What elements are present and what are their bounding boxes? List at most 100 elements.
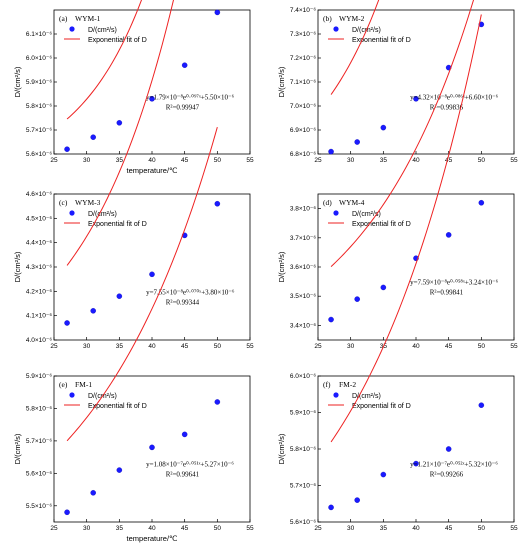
x-tick-label: 50 — [214, 525, 222, 532]
y-tick-label: 4.3×10⁻⁶ — [26, 264, 52, 271]
y-tick-label: 5.8×10⁻⁶ — [26, 103, 52, 110]
legend-label-fit: Exponential fit of D — [352, 403, 411, 410]
legend-marker-points — [69, 210, 75, 216]
plot-frame — [53, 193, 251, 341]
x-tick-label: 25 — [50, 157, 58, 164]
y-tick-label: 6.8×10⁻⁶ — [290, 151, 316, 158]
x-tick-label: 45 — [445, 525, 453, 532]
panel-tag: (f) — [323, 380, 331, 389]
legend-label-fit: Exponential fit of D — [88, 37, 147, 44]
data-point — [328, 316, 334, 323]
x-tick-label: 40 — [148, 525, 156, 532]
data-point — [149, 444, 155, 451]
data-point — [478, 402, 485, 408]
y-tick-label: 5.9×10⁻⁶ — [26, 373, 52, 380]
legend-label-points: D/(cm²/s) — [352, 211, 381, 218]
fit-r-squared: R²=0.99266 — [430, 471, 464, 479]
data-point — [181, 62, 188, 68]
data-point — [328, 148, 334, 155]
y-tick-label: 5.7×10⁻⁶ — [26, 127, 52, 134]
fit-curve — [66, 0, 143, 120]
x-tick-label: 45 — [181, 525, 189, 532]
data-point — [64, 320, 70, 326]
x-tick-label: 55 — [510, 157, 518, 164]
data-point — [149, 96, 155, 102]
y-tick-label: 7.3×10⁻⁶ — [290, 31, 316, 38]
y-tick-label: 5.9×10⁻⁶ — [290, 410, 316, 417]
y-tick-label: 5.6×10⁻⁶ — [26, 470, 52, 477]
panel-title: FM-1 — [75, 380, 92, 389]
y-tick-label: 4.4×10⁻⁶ — [26, 240, 52, 247]
x-tick-label: 40 — [148, 343, 156, 350]
x-axis-title: temperature/℃ — [127, 166, 179, 175]
panel-tag: (a) — [59, 14, 68, 23]
legend-label-points: D/(cm²/s) — [88, 211, 117, 218]
legend-label-fit: Exponential fit of D — [88, 221, 147, 228]
y-tick-label: 6.9×10⁻⁶ — [290, 127, 316, 134]
chart-panel-4: 25 30 35 40 45 50 55 3.4×10⁻⁶ 3.5×10⁻⁶ 3.6×10⁻⁶ 3.… — [277, 0, 518, 350]
x-tick-label: 30 — [83, 157, 91, 164]
legend-label-fit: Exponential fit of D — [352, 37, 411, 44]
x-tick-label: 30 — [347, 343, 355, 350]
legend-marker-points — [69, 26, 75, 32]
data-point — [64, 146, 70, 152]
fit-r-squared: R²=0.99836 — [430, 103, 464, 111]
y-tick-label: 4.2×10⁻⁶ — [26, 288, 52, 295]
x-axis-title: temperature/℃ — [127, 534, 179, 543]
y-tick-label: 7.1×10⁻⁶ — [290, 79, 316, 86]
y-axis-title: D/(cm²/s) — [13, 251, 22, 282]
x-tick-label: 55 — [246, 343, 254, 350]
x-tick-label: 25 — [314, 525, 322, 532]
legend-marker-points — [333, 26, 339, 32]
data-point — [328, 504, 334, 511]
legend-marker-points — [69, 392, 75, 398]
chart-panel-6: 25 30 35 40 45 50 55 5.6×10⁻⁶ 5.7×10⁻⁶ 5.8×10⁻⁶ 5.… — [277, 14, 518, 532]
fit-equation: y=4.32×10⁻⁸e⁰·⁰⁸⁶ˣ+6.60×10⁻⁶ — [410, 93, 499, 101]
y-tick-label: 4.6×10⁻⁶ — [26, 191, 52, 198]
data-point — [181, 431, 188, 438]
data-point — [90, 134, 96, 140]
data-point — [64, 509, 70, 516]
y-axis-title: D/(cm²/s) — [13, 433, 22, 464]
x-tick-label: 35 — [116, 343, 124, 350]
x-tick-label: 50 — [478, 343, 486, 350]
data-point — [90, 490, 96, 496]
x-tick-label: 30 — [83, 343, 91, 350]
panel-title: WYM-4 — [339, 198, 365, 207]
y-tick-label: 3.8×10⁻⁶ — [290, 206, 316, 213]
y-tick-label: 7.0×10⁻⁶ — [290, 103, 316, 110]
x-tick-label: 50 — [214, 343, 222, 350]
x-tick-label: 50 — [478, 525, 486, 532]
legend-label-points: D/(cm²/s) — [88, 27, 117, 34]
x-tick-label: 40 — [412, 343, 420, 350]
chart-panel-3: 25 30 35 40 45 50 55 4.0×10⁻⁶ 4.1×10⁻⁶ 4.2×10⁻⁶ 4.… — [13, 0, 254, 350]
x-tick-label: 55 — [510, 343, 518, 350]
x-tick-label: 35 — [116, 525, 124, 532]
legend-label-fit: Exponential fit of D — [88, 403, 147, 410]
data-point — [354, 497, 360, 503]
y-tick-label: 6.0×10⁻⁶ — [290, 373, 316, 380]
data-point — [413, 460, 419, 467]
fit-r-squared: R²=0.99841 — [430, 289, 464, 297]
y-tick-label: 7.2×10⁻⁶ — [290, 55, 316, 62]
x-tick-label: 55 — [246, 157, 254, 164]
y-tick-label: 4.1×10⁻⁶ — [26, 313, 52, 320]
y-tick-label: 4.0×10⁻⁶ — [26, 337, 52, 344]
data-point — [380, 124, 387, 131]
x-tick-label: 30 — [83, 525, 91, 532]
x-tick-label: 25 — [50, 525, 58, 532]
x-tick-label: 45 — [181, 343, 189, 350]
x-tick-label: 35 — [116, 157, 124, 164]
panel-title: WYM-3 — [75, 198, 101, 207]
data-point — [116, 293, 123, 299]
chart-panel-1: 25 30 35 40 45 50 55 5.6×10⁻⁶ 5.7×10⁻⁶ 5.8×10⁻⁶ 5.… — [13, 0, 254, 175]
x-tick-label: 45 — [181, 157, 189, 164]
x-tick-label: 50 — [478, 157, 486, 164]
fit-curve — [330, 0, 475, 267]
data-point — [214, 9, 221, 16]
data-point — [478, 200, 485, 206]
y-tick-label: 6.1×10⁻⁶ — [26, 31, 52, 38]
y-axis-title: D/(cm²/s) — [277, 66, 286, 97]
plot-frame — [317, 193, 515, 341]
panel-tag: (c) — [59, 198, 68, 207]
